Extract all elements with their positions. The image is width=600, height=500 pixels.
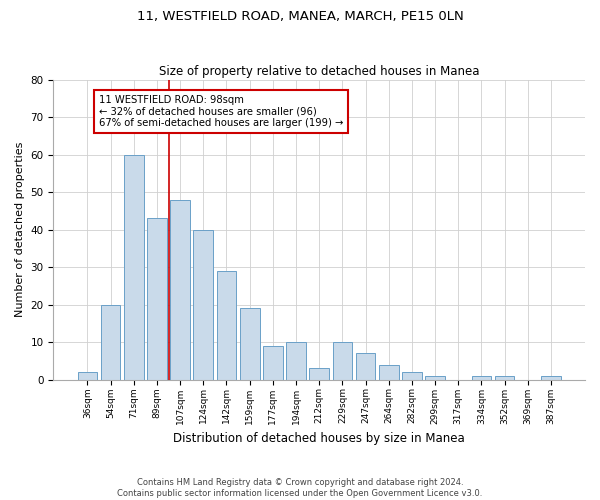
Bar: [170, 200, 190, 380]
Bar: [124, 154, 143, 380]
Bar: [147, 218, 167, 380]
Text: Contains HM Land Registry data © Crown copyright and database right 2024.
Contai: Contains HM Land Registry data © Crown c…: [118, 478, 482, 498]
Bar: [217, 271, 236, 380]
Text: 11 WESTFIELD ROAD: 98sqm
← 32% of detached houses are smaller (96)
67% of semi-d: 11 WESTFIELD ROAD: 98sqm ← 32% of detach…: [99, 94, 343, 128]
Bar: [356, 354, 376, 380]
Bar: [240, 308, 260, 380]
Bar: [332, 342, 352, 380]
Y-axis label: Number of detached properties: Number of detached properties: [15, 142, 25, 318]
X-axis label: Distribution of detached houses by size in Manea: Distribution of detached houses by size …: [173, 432, 465, 445]
Title: Size of property relative to detached houses in Manea: Size of property relative to detached ho…: [159, 66, 479, 78]
Bar: [263, 346, 283, 380]
Bar: [77, 372, 97, 380]
Bar: [402, 372, 422, 380]
Bar: [472, 376, 491, 380]
Text: 11, WESTFIELD ROAD, MANEA, MARCH, PE15 0LN: 11, WESTFIELD ROAD, MANEA, MARCH, PE15 0…: [137, 10, 463, 23]
Bar: [425, 376, 445, 380]
Bar: [286, 342, 306, 380]
Bar: [495, 376, 514, 380]
Bar: [193, 230, 213, 380]
Bar: [379, 364, 398, 380]
Bar: [310, 368, 329, 380]
Bar: [541, 376, 561, 380]
Bar: [101, 304, 121, 380]
